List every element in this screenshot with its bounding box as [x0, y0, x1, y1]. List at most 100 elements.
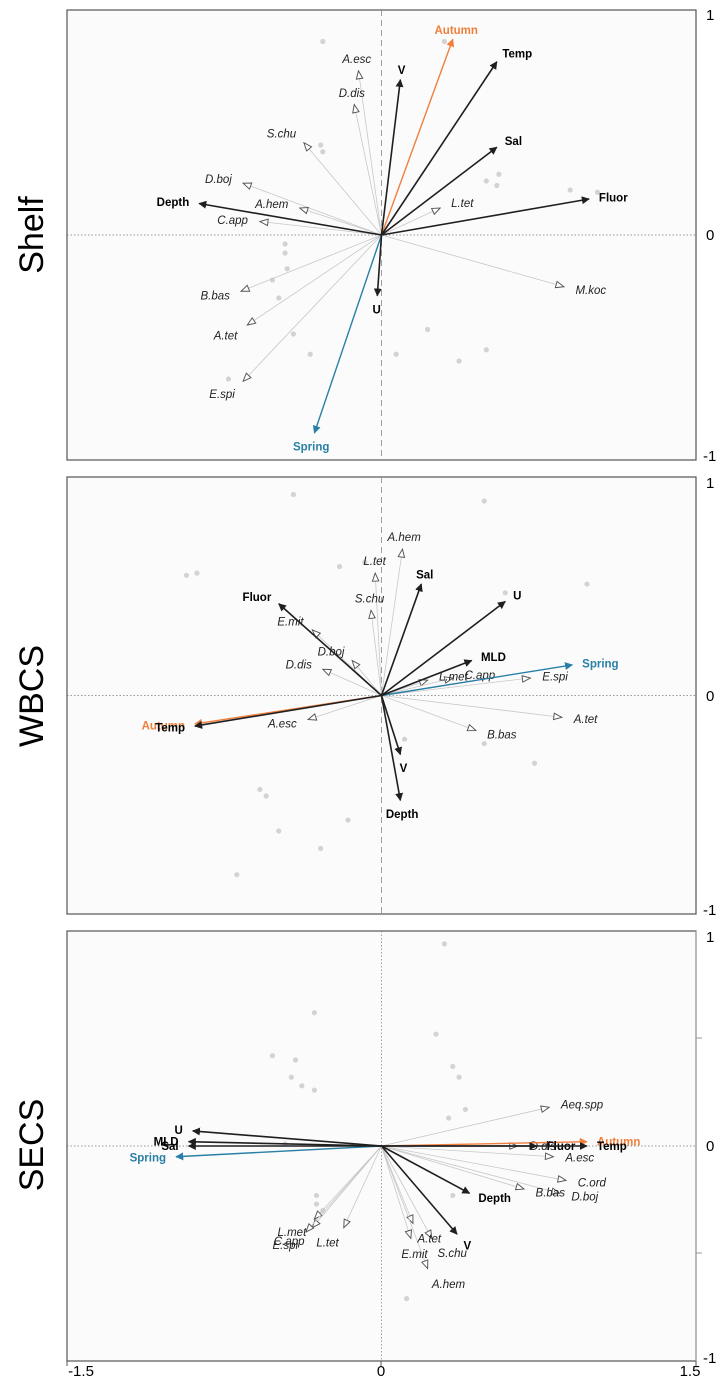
env-vector-label: Depth — [157, 197, 190, 209]
site-point — [320, 149, 326, 155]
env-vector-label: V — [463, 1241, 471, 1253]
site-point — [313, 1201, 320, 1207]
species-label: S.chu — [355, 593, 385, 605]
site-point — [483, 347, 489, 353]
env-vector — [380, 1145, 458, 1235]
site-point — [433, 1031, 439, 1037]
species-arrow — [375, 573, 382, 696]
species-label: D.boj — [571, 1191, 598, 1203]
env-vector — [381, 146, 498, 236]
site-point — [462, 1106, 468, 1113]
env-vector-label: V — [400, 763, 408, 775]
y-tick-bottom: -1 — [703, 902, 716, 919]
species-label: A.tet — [573, 714, 598, 726]
species-label: L.tet — [316, 1238, 339, 1250]
x-tick-label: 0 — [377, 1363, 385, 1378]
env-vector — [380, 61, 498, 236]
species-arrow — [241, 234, 382, 291]
env-vector — [373, 234, 383, 297]
env-vector-label: U — [513, 590, 521, 602]
x-axis: -1.5 0 1.5 — [66, 1361, 701, 1378]
season-label: Autumn — [597, 1136, 640, 1148]
species-arrow — [381, 1145, 428, 1269]
species-arrow — [304, 143, 382, 236]
env-vector — [380, 78, 404, 236]
panel-title: SECS — [13, 1099, 51, 1192]
y-tick-bottom: -1 — [703, 1350, 716, 1367]
species-label: A.tet — [213, 331, 238, 343]
species-label: C.ord — [578, 1178, 607, 1190]
species-label: L.tet — [363, 556, 386, 568]
species-arrow — [381, 695, 476, 731]
species-label: A.esc — [341, 54, 371, 66]
site-point — [282, 241, 288, 247]
site-point — [445, 1115, 452, 1121]
species-label: L.met — [278, 1227, 308, 1239]
panel-wbcs: WBCS 1 0 -1 A.hemL.tetS.chuE.mitD.disD.b… — [13, 475, 716, 919]
season-vector — [380, 38, 455, 236]
species-arrow — [344, 1145, 382, 1228]
species-arrow — [381, 1145, 554, 1157]
y-tick-bottom: -1 — [703, 448, 716, 465]
species-label: B.bas — [536, 1187, 566, 1199]
site-point — [584, 581, 590, 587]
site-point — [336, 563, 343, 570]
y-tick-top: 1 — [706, 475, 714, 492]
site-point — [450, 1063, 456, 1070]
species-label: E.spi — [273, 1240, 299, 1252]
site-point — [441, 941, 447, 947]
site-point — [183, 572, 190, 578]
species-label: C.app — [217, 215, 248, 227]
species-arrow — [323, 669, 382, 696]
species-label: A.hem — [254, 199, 289, 211]
species-arrow — [243, 234, 382, 381]
env-vector-label: Sal — [416, 570, 433, 582]
season-label: Spring — [582, 658, 618, 670]
env-vector — [198, 200, 382, 236]
site-point — [425, 326, 431, 333]
species-label: S.chu — [267, 129, 297, 141]
env-vector — [192, 1127, 382, 1147]
site-point — [311, 1010, 318, 1016]
season-vector — [381, 662, 574, 697]
site-point — [450, 1192, 456, 1199]
env-vector — [278, 603, 383, 697]
y-tick-zero: 0 — [706, 1138, 714, 1155]
env-vector — [380, 695, 402, 756]
species-label: L.tet — [451, 198, 474, 210]
species-arrow — [381, 678, 453, 696]
site-point — [441, 38, 447, 45]
species-label: C.app — [274, 1236, 305, 1248]
env-vector-label: Fluor — [547, 1141, 576, 1153]
env-vector — [380, 583, 423, 696]
site-point — [311, 1087, 318, 1093]
species-arrow — [381, 234, 564, 287]
species-arrow — [308, 695, 382, 720]
env-vector-label: V — [398, 65, 406, 77]
plot-area: A.hemL.tetS.chuE.mitD.disD.bojL.metC.app… — [67, 477, 696, 914]
y-tick-zero: 0 — [706, 688, 714, 705]
species-label: D.dis — [339, 88, 365, 100]
site-point — [269, 1053, 276, 1059]
season-label: Autumn — [434, 25, 477, 37]
site-point — [225, 376, 232, 382]
site-point — [282, 250, 288, 256]
species-label: C.app — [464, 670, 495, 682]
species-arrow — [381, 695, 562, 718]
env-vector-label: MLD — [481, 652, 506, 664]
env-vector-label: Fluor — [599, 192, 628, 204]
site-point — [401, 736, 408, 742]
x-tick-label: -1.5 — [68, 1363, 94, 1378]
y-tick-top: 1 — [706, 929, 714, 946]
site-point — [320, 38, 326, 45]
env-vector-label: Temp — [155, 723, 185, 735]
species-label: A.esc — [267, 718, 297, 730]
env-vector-label: Sal — [505, 136, 522, 148]
env-vector-label: Fluor — [243, 592, 272, 604]
site-point — [318, 142, 324, 148]
species-arrow — [352, 661, 382, 696]
x-tick-label: 1.5 — [680, 1363, 701, 1378]
site-point — [362, 559, 368, 565]
site-point — [276, 295, 282, 301]
